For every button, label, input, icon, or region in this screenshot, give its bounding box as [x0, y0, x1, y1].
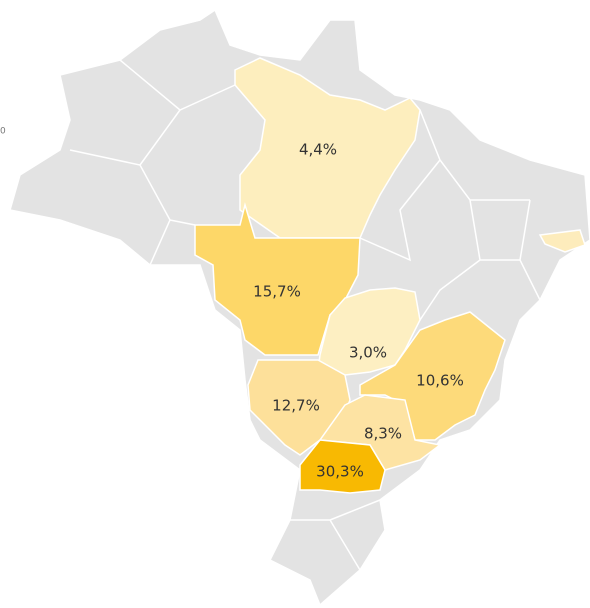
- region: [538, 229, 586, 253]
- region: [299, 439, 386, 494]
- data-label: 10,6%: [416, 372, 464, 390]
- region: [234, 57, 421, 239]
- data-label: 30,3%: [316, 463, 364, 481]
- data-label: 12,7%: [272, 397, 320, 415]
- legend-label: 0: [0, 127, 6, 137]
- data-label: 8,3%: [364, 425, 402, 443]
- data-label: 4,4%: [299, 141, 337, 159]
- state-border: [69, 59, 541, 571]
- data-label: 3,0%: [349, 344, 387, 362]
- region: [194, 202, 361, 356]
- data-label: 15,7%: [253, 283, 301, 301]
- region: [247, 359, 351, 456]
